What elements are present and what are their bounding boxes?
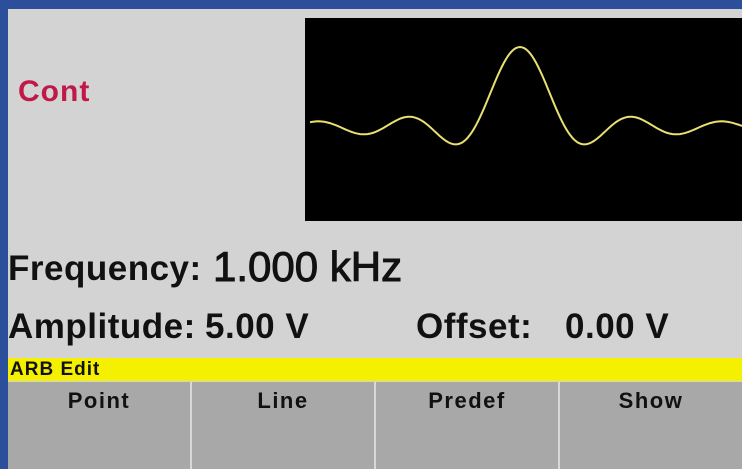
offset-value: 0.00 V: [565, 307, 669, 347]
frequency-label: Frequency:: [8, 249, 202, 289]
softkey[interactable]: Predef: [376, 382, 560, 469]
mode-label: Cont: [18, 75, 90, 109]
waveform-trace: [310, 47, 742, 144]
amplitude-value: 5.00 V: [205, 307, 309, 347]
display: Cont Frequency: 1.000 kHz Amplitude: 5.0…: [8, 9, 742, 469]
page: {"mode": "Cont", "frequency": {"label": …: [0, 0, 742, 469]
menu-bar: [8, 358, 742, 381]
softkey-row: Point Line Predef Show: [8, 382, 742, 469]
menu-title: ARB Edit: [10, 359, 100, 381]
waveform-preview: [305, 18, 742, 221]
offset-label: Offset:: [416, 307, 532, 347]
amplitude-label: Amplitude:: [8, 307, 196, 347]
softkey[interactable]: Line: [192, 382, 376, 469]
frequency-value: 1.000 kHz: [213, 243, 402, 291]
softkey[interactable]: Point: [8, 382, 192, 469]
softkey[interactable]: Show: [560, 382, 742, 469]
